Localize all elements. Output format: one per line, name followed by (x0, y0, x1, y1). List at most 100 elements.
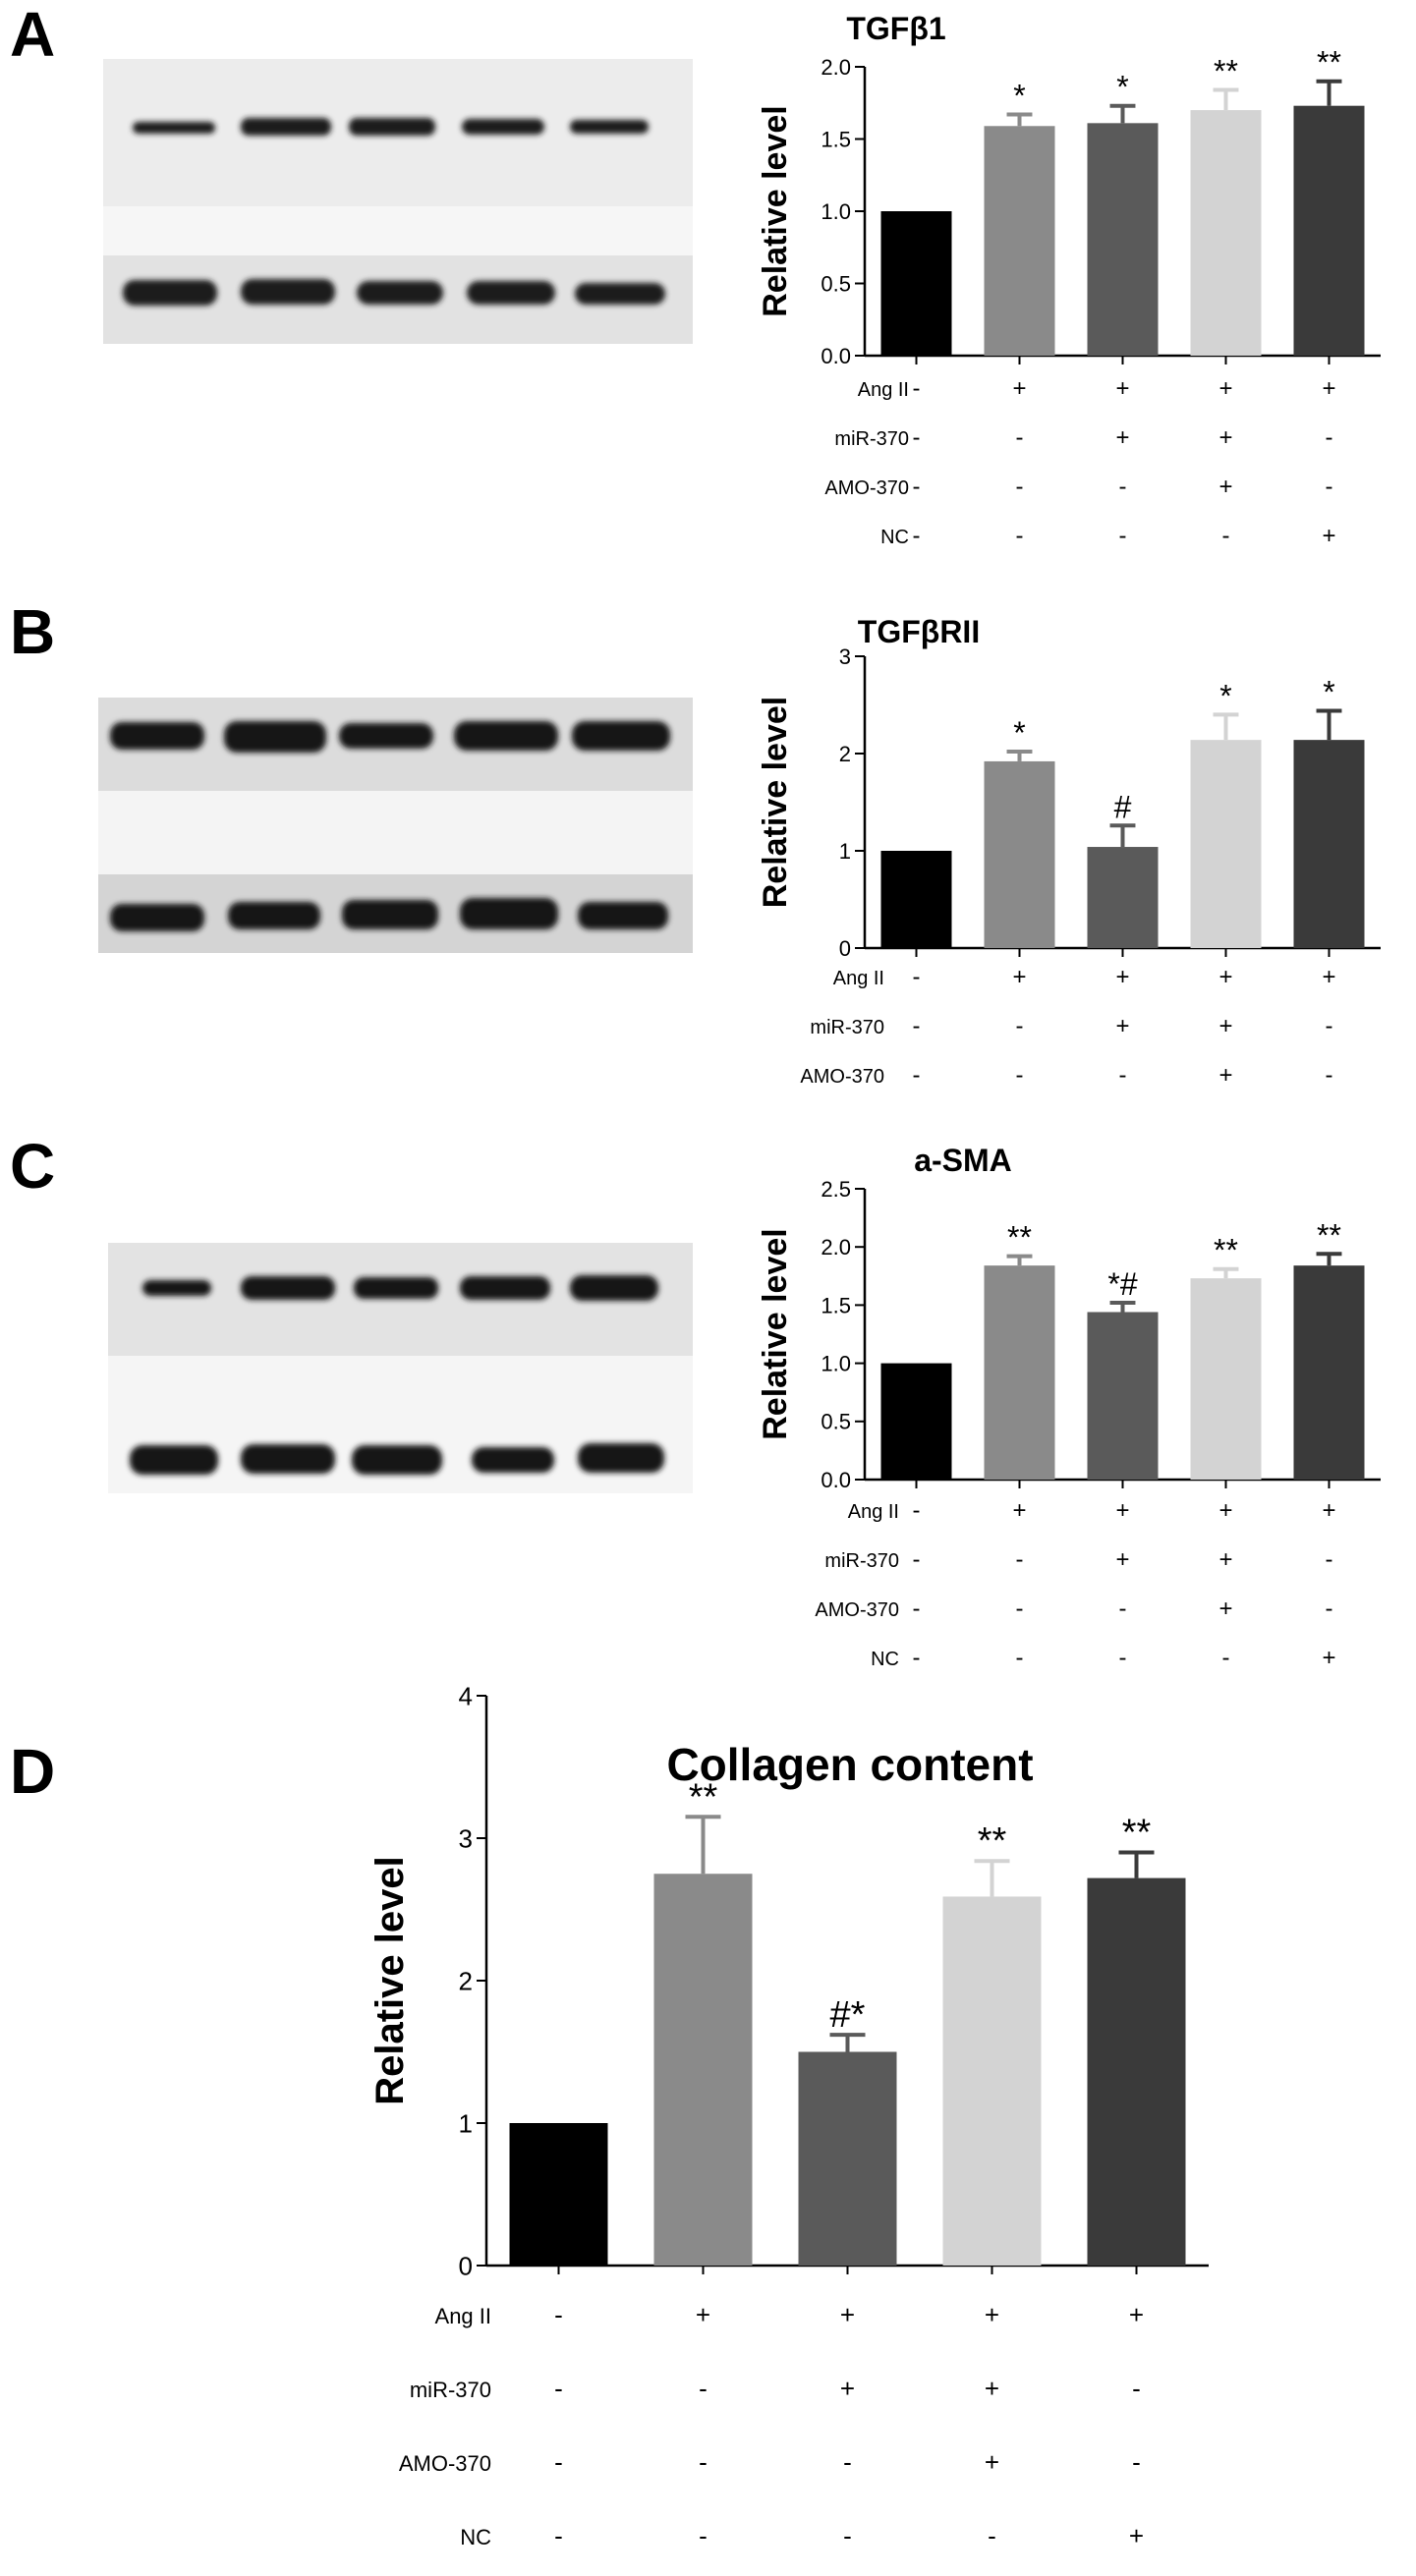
condition-sign-b: - (1326, 1013, 1333, 1039)
condition-sign-a: - (913, 523, 921, 549)
western-blot-b (98, 698, 693, 953)
condition-sign-a: + (1322, 523, 1335, 549)
y-tick-label-d: 4 (459, 1681, 473, 1710)
y-tick-label-a: 0.5 (821, 271, 851, 296)
condition-sign-a: + (1218, 375, 1232, 402)
y-tick-label-b: 0 (839, 936, 851, 961)
condition-label-a: NC (880, 527, 909, 548)
panel-letter-d: D (10, 1736, 56, 1807)
bar-c (880, 1363, 952, 1480)
significance-marker-c: ** (1007, 1220, 1032, 1256)
condition-label-d: NC (460, 2525, 491, 2549)
condition-sign-a: - (913, 375, 921, 402)
significance-marker-b: * (1323, 674, 1334, 709)
condition-sign-a: + (1115, 424, 1129, 451)
bar-d (798, 2051, 897, 2266)
chart-title-a: TGFβ1 (846, 11, 945, 46)
condition-sign-c: + (1322, 1497, 1335, 1524)
significance-marker-d: #* (830, 1994, 866, 2036)
bar-b (880, 851, 952, 948)
condition-sign-d: - (699, 2447, 708, 2477)
condition-sign-a: - (1016, 424, 1024, 451)
condition-sign-d: + (840, 2374, 855, 2403)
condition-sign-d: + (1129, 2300, 1144, 2329)
condition-sign-c: + (1322, 1645, 1335, 1671)
condition-sign-d: - (554, 2300, 563, 2329)
condition-sign-c: + (1115, 1546, 1129, 1573)
bar-b (1190, 740, 1262, 948)
condition-sign-b: + (1115, 964, 1129, 990)
condition-sign-c: + (1218, 1497, 1232, 1524)
y-axis-label-b: Relative level (757, 697, 794, 908)
condition-sign-c: - (1119, 1645, 1127, 1671)
bar-d (1087, 1877, 1186, 2266)
condition-sign-d: - (1132, 2447, 1141, 2477)
condition-sign-c: - (1119, 1596, 1127, 1622)
western-blot-c (108, 1243, 693, 1493)
condition-sign-b: - (913, 1013, 921, 1039)
significance-marker-d: ** (689, 1776, 718, 1818)
condition-sign-a: + (1218, 474, 1232, 500)
bar-b (1087, 847, 1159, 948)
condition-label-b: AMO-370 (800, 1066, 884, 1088)
bar-c (1087, 1312, 1159, 1480)
condition-sign-a: + (1115, 375, 1129, 402)
bar-d (942, 1896, 1042, 2266)
y-tick-label-b: 1 (839, 839, 851, 864)
condition-sign-a: - (1119, 474, 1127, 500)
y-tick-label-d: 0 (459, 2251, 473, 2280)
condition-sign-a: - (913, 424, 921, 451)
condition-sign-a: - (1119, 523, 1127, 549)
significance-marker-d: ** (978, 1820, 1007, 1862)
y-axis-label-a: Relative level (757, 105, 794, 316)
y-tick-label-d: 2 (459, 1966, 473, 1995)
y-axis-label-d: Relative level (368, 1856, 412, 2105)
condition-sign-b: + (1218, 1013, 1232, 1039)
y-tick-label-c: 0.5 (821, 1410, 851, 1434)
condition-sign-d: - (843, 2447, 852, 2477)
condition-sign-c: + (1218, 1546, 1232, 1573)
condition-sign-d: - (699, 2521, 708, 2550)
condition-sign-a: - (1222, 523, 1230, 549)
condition-sign-d: - (1132, 2374, 1141, 2403)
condition-sign-a: - (1016, 474, 1024, 500)
y-tick-label-a: 0.0 (821, 344, 851, 368)
condition-sign-c: + (1218, 1596, 1232, 1622)
condition-sign-c: - (913, 1596, 921, 1622)
condition-sign-d: - (554, 2447, 563, 2477)
condition-sign-b: + (1115, 1013, 1129, 1039)
condition-sign-c: - (913, 1546, 921, 1573)
western-blot-a (103, 59, 693, 344)
y-axis-label-c: Relative level (757, 1228, 794, 1439)
chart-title-d: Collagen content (666, 1739, 1033, 1790)
condition-sign-b: - (1016, 1062, 1024, 1089)
bar-c (984, 1265, 1055, 1480)
bar-a (1190, 110, 1262, 356)
bar-b (1293, 740, 1365, 948)
bar-d (509, 2123, 608, 2266)
condition-label-d: AMO-370 (399, 2451, 491, 2476)
condition-sign-c: - (1016, 1596, 1024, 1622)
bar-c (1293, 1265, 1365, 1480)
bar-a (1293, 105, 1365, 356)
condition-sign-d: + (985, 2374, 999, 2403)
condition-sign-a: + (1012, 375, 1026, 402)
condition-sign-c: - (913, 1645, 921, 1671)
y-tick-label-a: 2.0 (821, 55, 851, 80)
bar-b (984, 760, 1055, 948)
significance-marker-a: ** (1317, 45, 1341, 81)
significance-marker-a: ** (1214, 54, 1238, 89)
condition-sign-d: - (843, 2521, 852, 2550)
bar-a (880, 211, 952, 356)
y-tick-label-c: 2.0 (821, 1235, 851, 1260)
condition-sign-b: + (1012, 964, 1026, 990)
chart-title-b: TGFβRII (858, 614, 980, 649)
bar-a (984, 126, 1055, 356)
significance-marker-c: *# (1107, 1266, 1137, 1302)
condition-sign-a: - (913, 474, 921, 500)
significance-marker-c: ** (1214, 1233, 1238, 1268)
condition-sign-c: - (1326, 1596, 1333, 1622)
condition-sign-d: - (988, 2521, 996, 2550)
y-tick-label-c: 1.0 (821, 1352, 851, 1376)
